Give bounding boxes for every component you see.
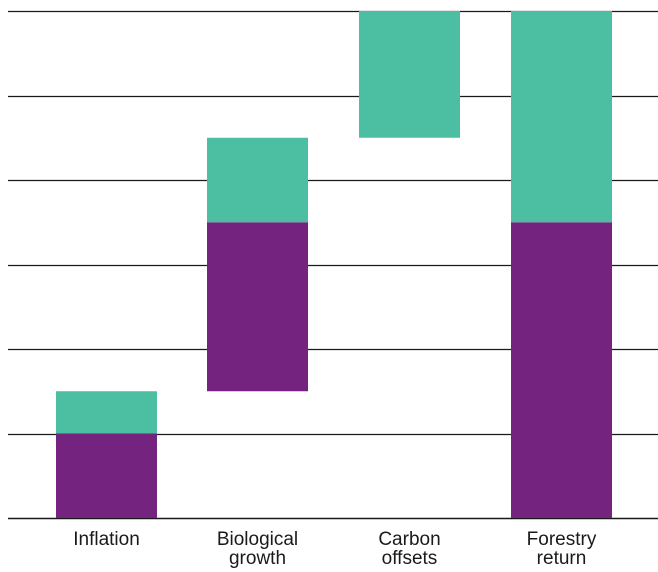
bar-segment-purple <box>56 433 157 518</box>
category-label-line: Biological <box>217 529 298 550</box>
bar-segment-green <box>511 11 612 223</box>
category-label-line: growth <box>229 548 286 569</box>
category-label-line: Forestry <box>527 529 597 550</box>
category-label: Biological growth <box>217 529 298 569</box>
bar-segment-green <box>56 391 157 434</box>
category-label-line: offsets <box>382 548 438 569</box>
bar-segment-green <box>359 11 460 138</box>
category-label-line: Carbon <box>378 529 440 550</box>
bar-segment-purple <box>207 222 308 392</box>
category-label-line: Inflation <box>73 529 140 550</box>
bar-segment-green <box>207 137 308 223</box>
category-labels: Inflation Biological growth Carbon offsets Fo… <box>73 529 597 569</box>
bar-segment-purple <box>511 222 612 518</box>
category-label: Inflation <box>73 529 140 550</box>
category-label-line: return <box>537 548 587 569</box>
category-label: Carbon offsets <box>378 529 440 569</box>
bars <box>56 11 612 518</box>
category-label: Forestry return <box>527 529 597 569</box>
